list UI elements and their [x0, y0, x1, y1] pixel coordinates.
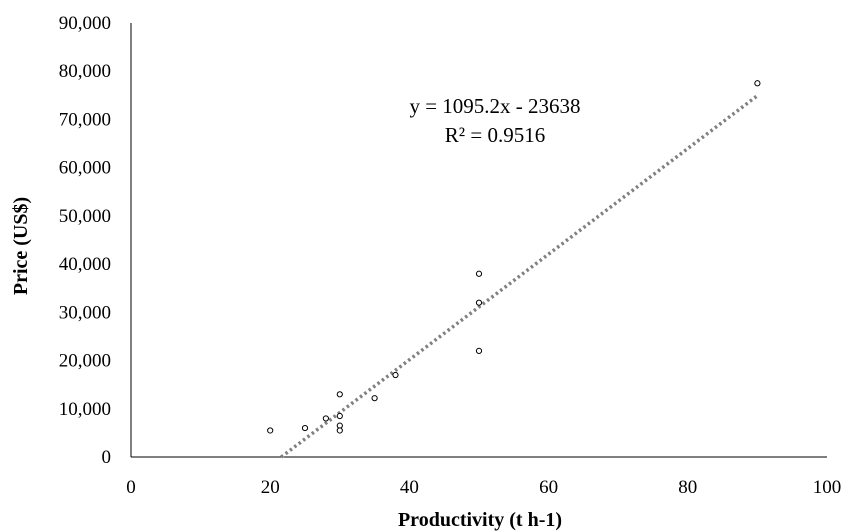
y-tick-label: 90,000 — [59, 13, 111, 34]
r-squared-label: R² = 0.9516 — [445, 123, 545, 147]
data-point — [475, 299, 483, 306]
y-tick-label: 0 — [102, 447, 112, 468]
data-point — [336, 391, 343, 398]
data-point — [475, 347, 483, 355]
linear-trendline — [280, 94, 759, 459]
data-point — [301, 424, 309, 432]
x-tick-label: 80 — [678, 477, 697, 498]
y-tick-label: 40,000 — [59, 254, 111, 275]
x-tick-label: 60 — [539, 477, 558, 498]
x-axis-title: Productivity (t h-1) — [398, 509, 562, 531]
data-points — [267, 80, 761, 434]
y-tick-label: 60,000 — [59, 158, 111, 179]
data-point — [392, 371, 399, 379]
y-tick-label: 80,000 — [59, 61, 111, 82]
y-axis-ticks: 0 10,000 20,000 30,000 40,000 50,000 60,000 70,… — [59, 13, 111, 468]
y-tick-label: 20,000 — [59, 351, 111, 372]
data-point — [267, 427, 274, 434]
data-point — [754, 80, 761, 87]
x-axis-ticks: 0 20 40 60 80 100 — [126, 477, 841, 498]
x-tick-label: 20 — [261, 477, 280, 498]
y-tick-label: 70,000 — [59, 109, 111, 130]
data-point — [371, 395, 378, 402]
y-tick-label: 30,000 — [59, 302, 111, 323]
data-point — [336, 427, 343, 434]
data-point — [475, 270, 483, 277]
x-tick-label: 0 — [126, 477, 136, 498]
x-tick-label: 40 — [400, 477, 419, 498]
data-point — [322, 415, 329, 422]
x-tick-label: 100 — [813, 477, 842, 498]
data-point — [336, 412, 343, 420]
trendline-equation: y = 1095.2x - 23638 — [409, 94, 580, 118]
y-axis-title: Price (US$) — [10, 197, 32, 295]
y-tick-label: 10,000 — [59, 399, 111, 420]
y-tick-label: 50,000 — [59, 206, 111, 227]
